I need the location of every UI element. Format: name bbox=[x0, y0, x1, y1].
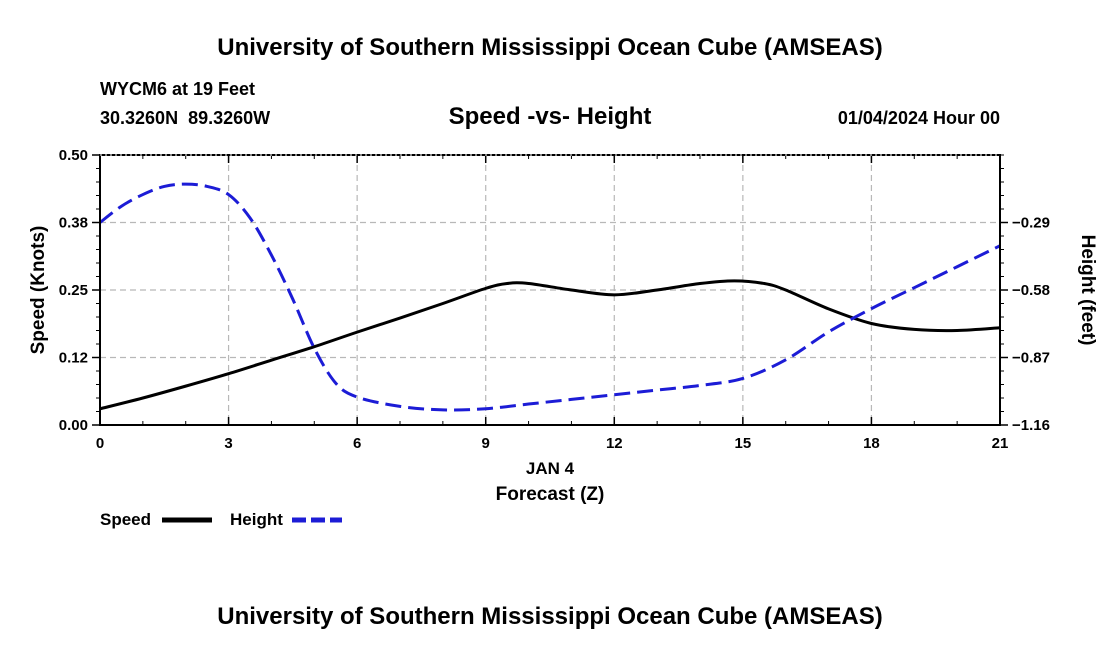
legend-speed-label: Speed bbox=[100, 510, 151, 529]
x-tick-label: 9 bbox=[482, 435, 490, 452]
legend: Speed Height bbox=[100, 510, 342, 529]
y-right-tick-label: −0.58 bbox=[1012, 282, 1050, 299]
y-left-tick-label: 0.12 bbox=[59, 350, 88, 367]
main-title: University of Southern Mississippi Ocean… bbox=[217, 34, 882, 61]
y-left-tick-label: 0.00 bbox=[59, 417, 88, 434]
legend-height-label: Height bbox=[230, 510, 283, 529]
y-left-tick-label: 0.25 bbox=[59, 282, 88, 299]
x-tick-label: 0 bbox=[96, 435, 104, 452]
footer-title: University of Southern Mississippi Ocean… bbox=[217, 603, 882, 630]
y-left-axis-label: Speed (Knots) bbox=[28, 226, 49, 355]
x-tick-label: 21 bbox=[992, 435, 1009, 452]
y-right-axis-label: Height (feet) bbox=[1077, 235, 1098, 346]
x-tick-label: 18 bbox=[863, 435, 880, 452]
grid bbox=[100, 155, 1000, 425]
ticks: 0 3 6 9 12 15 18 21 0.00 0.12 0.25 0.38 0.50 −1.16 −0.… bbox=[59, 147, 1050, 452]
station-label: WYCM6 at 19 Feet bbox=[100, 79, 255, 99]
x-tick-label: 3 bbox=[224, 435, 232, 452]
y-left-tick-label: 0.38 bbox=[59, 215, 88, 232]
date-label: 01/04/2024 Hour 00 bbox=[838, 108, 1000, 128]
series-line-height bbox=[99, 182, 1001, 412]
y-left-tick-label: 0.50 bbox=[59, 147, 88, 164]
y-right-tick-label: −0.29 bbox=[1012, 215, 1050, 232]
y-right-tick-label: −1.16 bbox=[1012, 417, 1050, 434]
coordinates-label: 30.3260N 89.3260W bbox=[100, 108, 270, 128]
x-tick-label: 6 bbox=[353, 435, 361, 452]
x-tick-label: 12 bbox=[606, 435, 623, 452]
series-layer bbox=[99, 182, 1001, 412]
x-tick-label: 15 bbox=[735, 435, 752, 452]
chart-title: Speed -vs- Height bbox=[449, 103, 652, 130]
x-sublabel: JAN 4 bbox=[526, 459, 575, 478]
x-axis-label: Forecast (Z) bbox=[496, 484, 605, 505]
y-right-tick-label: −0.87 bbox=[1012, 350, 1050, 367]
series-line-speed bbox=[99, 279, 1001, 411]
